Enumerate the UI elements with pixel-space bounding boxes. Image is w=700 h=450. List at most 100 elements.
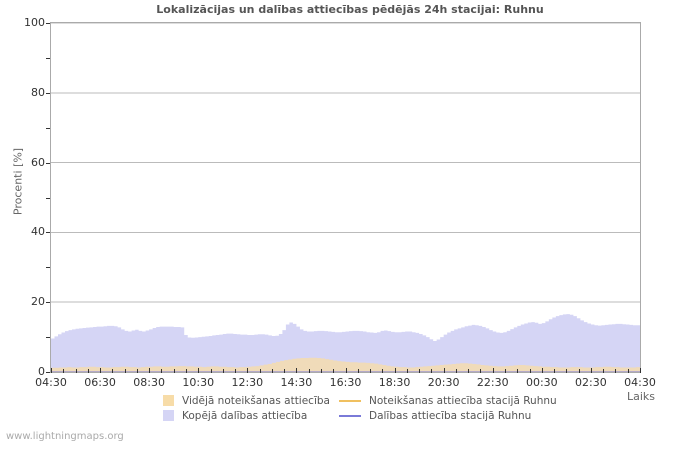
x-tick-mark-minor	[357, 369, 359, 373]
x-tick-mark	[541, 368, 543, 373]
x-tick-mark	[247, 368, 249, 373]
x-tick-mark-minor	[63, 369, 65, 373]
x-tick-label: 22:30	[476, 376, 509, 389]
x-tick-mark-minor	[627, 369, 629, 373]
x-tick-mark-minor	[333, 369, 335, 373]
legend-entry-station-detection: Noteikšanas attiecība stacijā Ruhnu	[339, 393, 557, 408]
y-tick-mark	[46, 372, 51, 373]
x-tick-mark-minor	[566, 369, 568, 373]
x-tick-mark-minor	[603, 369, 605, 373]
x-tick-mark	[51, 368, 52, 373]
x-tick-label: 00:30	[525, 376, 558, 389]
legend-entry-station-participation: Dalības attiecība stacijā Ruhnu	[339, 408, 531, 423]
x-tick-mark-minor	[136, 369, 138, 373]
y-tick-mark-minor	[46, 267, 50, 269]
x-tick-mark-minor	[370, 369, 372, 373]
x-tick-mark-minor	[419, 369, 421, 373]
x-tick-mark-minor	[505, 369, 507, 373]
x-tick-mark-minor	[124, 369, 126, 373]
x-tick-label: 04:30	[35, 376, 67, 389]
x-tick-label: 20:30	[427, 376, 460, 389]
x-tick-mark-minor	[271, 369, 273, 373]
y-tick-mark	[46, 92, 51, 94]
y-tick-mark	[46, 23, 51, 24]
x-tick-label: 12:30	[231, 376, 264, 389]
x-tick-mark-minor	[578, 369, 580, 373]
x-tick-mark-minor	[615, 369, 617, 373]
y-tick-label: 0	[38, 365, 45, 378]
x-tick-mark-minor	[431, 369, 433, 373]
x-tick-label: 06:30	[84, 376, 116, 389]
chart-legend: Vidējā noteikšanas attiecība Noteikšanas…	[163, 393, 593, 425]
legend-label: Kopējā dalības attiecība	[182, 409, 308, 422]
x-tick-mark-minor	[75, 369, 77, 373]
x-tick-mark-minor	[185, 369, 187, 373]
x-tick-mark-minor	[554, 369, 556, 373]
legend-label: Dalības attiecība stacijā Ruhnu	[369, 409, 532, 422]
legend-entry-total-participation: Kopējā dalības attiecība	[163, 408, 307, 423]
x-tick-mark	[640, 368, 641, 373]
y-tick-mark	[46, 302, 51, 304]
x-tick-mark	[198, 368, 200, 373]
x-tick-mark	[394, 368, 396, 373]
x-tick-mark	[492, 368, 494, 373]
x-tick-mark-minor	[455, 369, 457, 373]
x-tick-mark	[100, 368, 102, 373]
x-tick-mark	[296, 368, 298, 373]
x-tick-label: 02:30	[575, 376, 607, 389]
x-tick-label: 16:30	[329, 376, 362, 389]
x-tick-label: 08:30	[133, 376, 165, 389]
chart-plot-svg	[51, 23, 640, 372]
y-tick-label: 100	[24, 16, 45, 29]
watermark: www.lightningmaps.org	[6, 431, 124, 442]
x-tick-mark-minor	[480, 369, 482, 373]
legend-label: Noteikšanas attiecība stacijā Ruhnu	[369, 394, 557, 407]
x-tick-mark	[590, 368, 592, 373]
legend-swatch-box-icon	[163, 410, 174, 421]
x-tick-label: 04:30	[624, 376, 656, 389]
x-tick-label: 10:30	[182, 376, 215, 389]
y-tick-mark	[46, 162, 51, 164]
x-tick-mark-minor	[87, 369, 89, 373]
x-tick-mark-minor	[235, 369, 237, 373]
x-tick-mark-minor	[308, 369, 310, 373]
legend-swatch-line-icon	[339, 399, 361, 402]
y-tick-mark	[46, 232, 51, 234]
plot-area	[50, 22, 641, 373]
area-total-participation	[51, 314, 640, 372]
x-tick-mark-minor	[112, 369, 114, 373]
x-tick-mark-minor	[529, 369, 531, 373]
x-tick-mark-minor	[320, 369, 322, 373]
x-tick-mark	[149, 368, 151, 373]
chart-title: Lokalizācijas un dalības attiecības pēdē…	[156, 3, 544, 16]
x-tick-mark-minor	[222, 369, 224, 373]
x-tick-mark	[345, 368, 347, 373]
x-tick-mark-minor	[406, 369, 408, 373]
legend-row: Kopējā dalības attiecība Dalības attiecī…	[163, 408, 593, 423]
x-axis-label: Laiks	[626, 390, 656, 403]
legend-row: Vidējā noteikšanas attiecība Noteikšanas…	[163, 393, 593, 408]
y-tick-label: 40	[31, 225, 45, 239]
legend-label: Vidējā noteikšanas attiecība	[182, 394, 330, 407]
y-tick-mark-minor	[46, 337, 50, 339]
y-axis-ticks: 0 20 40 60 80 100	[0, 0, 51, 450]
x-tick-label: 18:30	[378, 376, 411, 389]
y-tick-mark-minor	[46, 197, 50, 199]
x-tick-mark-minor	[382, 369, 384, 373]
x-tick-mark-minor	[259, 369, 261, 373]
y-tick-label: 60	[31, 155, 45, 169]
x-tick-mark-minor	[173, 369, 175, 373]
x-tick-mark-minor	[284, 369, 286, 373]
y-tick-mark-minor	[46, 57, 50, 59]
x-tick-label: 14:30	[280, 376, 313, 389]
x-tick-mark-minor	[210, 369, 212, 373]
x-tick-mark	[443, 368, 445, 373]
legend-swatch-line-icon	[339, 414, 361, 417]
y-tick-mark-minor	[46, 127, 50, 129]
legend-entry-avg-detection: Vidējā noteikšanas attiecība	[163, 393, 330, 408]
y-tick-label: 80	[31, 85, 45, 99]
x-tick-mark-minor	[161, 369, 163, 373]
legend-swatch-box-icon	[163, 395, 174, 406]
x-tick-mark-minor	[517, 369, 519, 373]
y-tick-label: 20	[31, 295, 45, 309]
